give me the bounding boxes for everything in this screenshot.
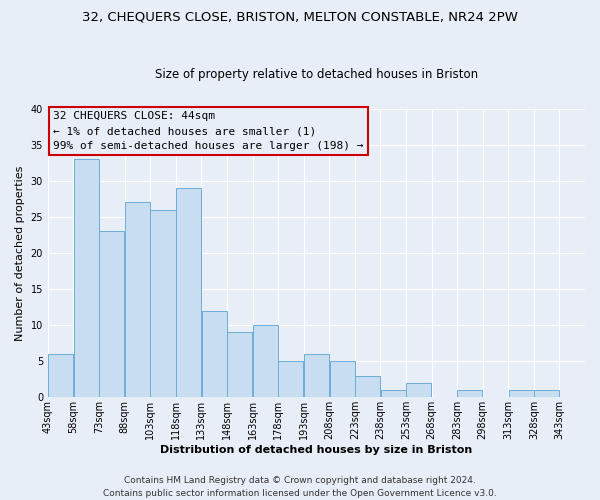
Bar xyxy=(202,310,227,398)
Bar xyxy=(253,325,278,398)
Text: Contains HM Land Registry data © Crown copyright and database right 2024.
Contai: Contains HM Land Registry data © Crown c… xyxy=(103,476,497,498)
Bar xyxy=(406,383,431,398)
Bar xyxy=(355,376,380,398)
Bar xyxy=(329,361,355,398)
Title: Size of property relative to detached houses in Briston: Size of property relative to detached ho… xyxy=(155,68,478,81)
Y-axis label: Number of detached properties: Number of detached properties xyxy=(15,165,25,340)
Bar xyxy=(48,354,73,398)
Bar xyxy=(125,202,150,398)
X-axis label: Distribution of detached houses by size in Briston: Distribution of detached houses by size … xyxy=(160,445,473,455)
Bar xyxy=(176,188,201,398)
Bar xyxy=(74,159,99,398)
Bar xyxy=(534,390,559,398)
Bar xyxy=(509,390,533,398)
Bar xyxy=(227,332,252,398)
Bar xyxy=(457,390,482,398)
Bar xyxy=(278,361,304,398)
Bar xyxy=(304,354,329,398)
Bar xyxy=(100,232,124,398)
Text: 32 CHEQUERS CLOSE: 44sqm
← 1% of detached houses are smaller (1)
99% of semi-det: 32 CHEQUERS CLOSE: 44sqm ← 1% of detache… xyxy=(53,112,364,151)
Bar xyxy=(380,390,406,398)
Bar xyxy=(151,210,176,398)
Text: 32, CHEQUERS CLOSE, BRISTON, MELTON CONSTABLE, NR24 2PW: 32, CHEQUERS CLOSE, BRISTON, MELTON CONS… xyxy=(82,10,518,23)
